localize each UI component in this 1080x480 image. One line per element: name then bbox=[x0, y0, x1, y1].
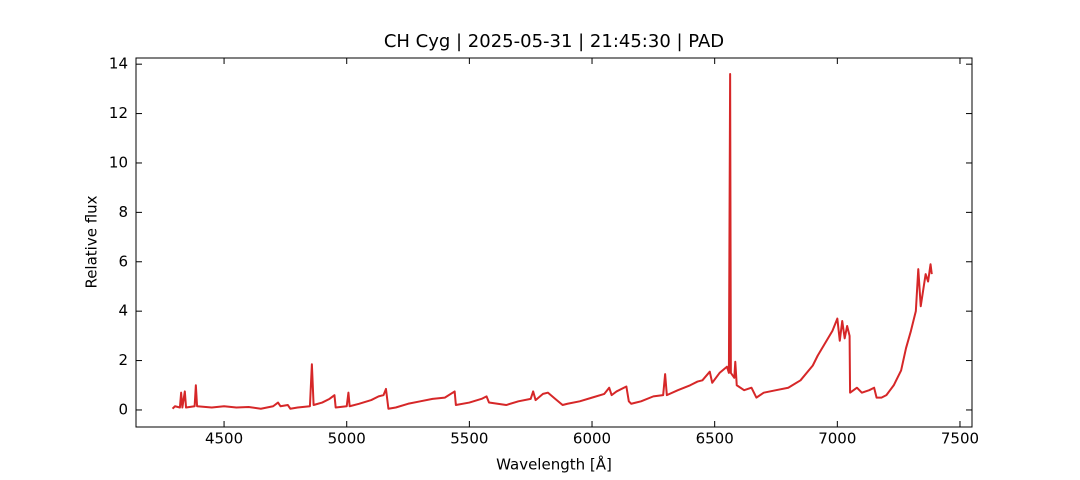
x-tick-label: 5000 bbox=[328, 430, 366, 448]
y-tick-label: 2 bbox=[118, 351, 128, 369]
y-axis-label: Relative flux bbox=[83, 195, 101, 288]
plot-frame bbox=[135, 57, 973, 428]
chart-title: CH Cyg | 2025-05-31 | 21:45:30 | PAD bbox=[384, 31, 724, 52]
x-tick-label: 5500 bbox=[450, 430, 488, 448]
y-tick-label: 14 bbox=[109, 55, 128, 73]
x-axis-label: Wavelength [Å] bbox=[496, 455, 612, 474]
x-tick-label: 6500 bbox=[696, 430, 734, 448]
x-tick-label: 4500 bbox=[205, 430, 243, 448]
y-tick-label: 4 bbox=[118, 302, 128, 320]
y-tick-label: 6 bbox=[118, 252, 128, 270]
x-tick-label: 6000 bbox=[573, 430, 611, 448]
y-tick-label: 10 bbox=[109, 153, 128, 171]
y-tick-label: 12 bbox=[109, 104, 128, 122]
y-tick-label: 0 bbox=[118, 400, 128, 418]
spectrum-line bbox=[171, 73, 933, 410]
x-tick-label: 7500 bbox=[941, 430, 979, 448]
y-tick-label: 8 bbox=[118, 203, 128, 221]
x-tick-label: 7000 bbox=[818, 430, 856, 448]
